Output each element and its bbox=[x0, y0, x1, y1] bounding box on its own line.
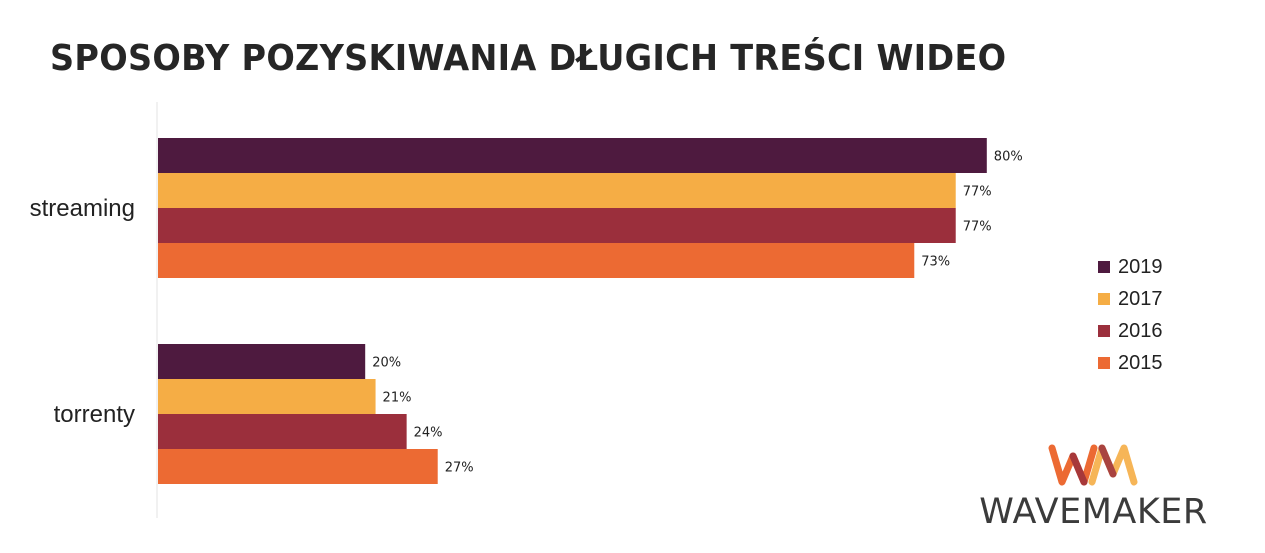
data-label-streaming-2015: 73% bbox=[921, 255, 950, 270]
data-label-torrenty-2019: 20% bbox=[372, 356, 401, 371]
legend-label: 2019 bbox=[1118, 255, 1163, 278]
legend-label: 2015 bbox=[1118, 351, 1163, 374]
legend-item-2019: 2019 bbox=[1098, 251, 1163, 283]
bar-streaming-2015 bbox=[158, 243, 915, 278]
bar-streaming-2019 bbox=[158, 138, 987, 173]
category-label-streaming: streaming bbox=[30, 195, 135, 222]
legend-item-2015: 2015 bbox=[1098, 347, 1163, 379]
legend-swatch bbox=[1098, 261, 1110, 273]
data-label-torrenty-2017: 21% bbox=[383, 391, 412, 406]
legend: 2019 2017 2016 2015 bbox=[1098, 251, 1163, 379]
legend-item-2017: 2017 bbox=[1098, 283, 1163, 315]
data-label-torrenty-2016: 24% bbox=[414, 426, 443, 441]
legend-swatch bbox=[1098, 293, 1110, 305]
bar-torrenty-2016 bbox=[158, 414, 407, 449]
bar-torrenty-2017 bbox=[158, 379, 376, 414]
legend-item-2016: 2016 bbox=[1098, 315, 1163, 347]
category-label-torrenty: torrenty bbox=[54, 401, 135, 428]
bar-torrenty-2019 bbox=[158, 344, 366, 379]
data-label-streaming-2016: 77% bbox=[963, 220, 992, 235]
bar-streaming-2016 bbox=[158, 208, 956, 243]
legend-label: 2017 bbox=[1118, 287, 1163, 310]
logo-text: WAVEMAKER bbox=[979, 492, 1208, 532]
data-label-streaming-2019: 80% bbox=[994, 150, 1023, 165]
bars-group: 80% 77% 77% 73% 20% 21% 24% 27% bbox=[158, 138, 1023, 484]
wm-logo-mark-icon bbox=[1048, 444, 1138, 486]
bar-streaming-2017 bbox=[158, 173, 956, 208]
bar-torrenty-2015 bbox=[158, 449, 438, 484]
legend-swatch bbox=[1098, 357, 1110, 369]
data-label-streaming-2017: 77% bbox=[963, 185, 992, 200]
data-label-torrenty-2015: 27% bbox=[445, 461, 474, 476]
legend-label: 2016 bbox=[1118, 319, 1163, 342]
legend-swatch bbox=[1098, 325, 1110, 337]
wavemaker-logo: WAVEMAKER bbox=[966, 444, 1221, 536]
chart-title: SPOSOBY POZYSKIWANIA DŁUGICH TREŚCI WIDE… bbox=[50, 38, 1007, 79]
